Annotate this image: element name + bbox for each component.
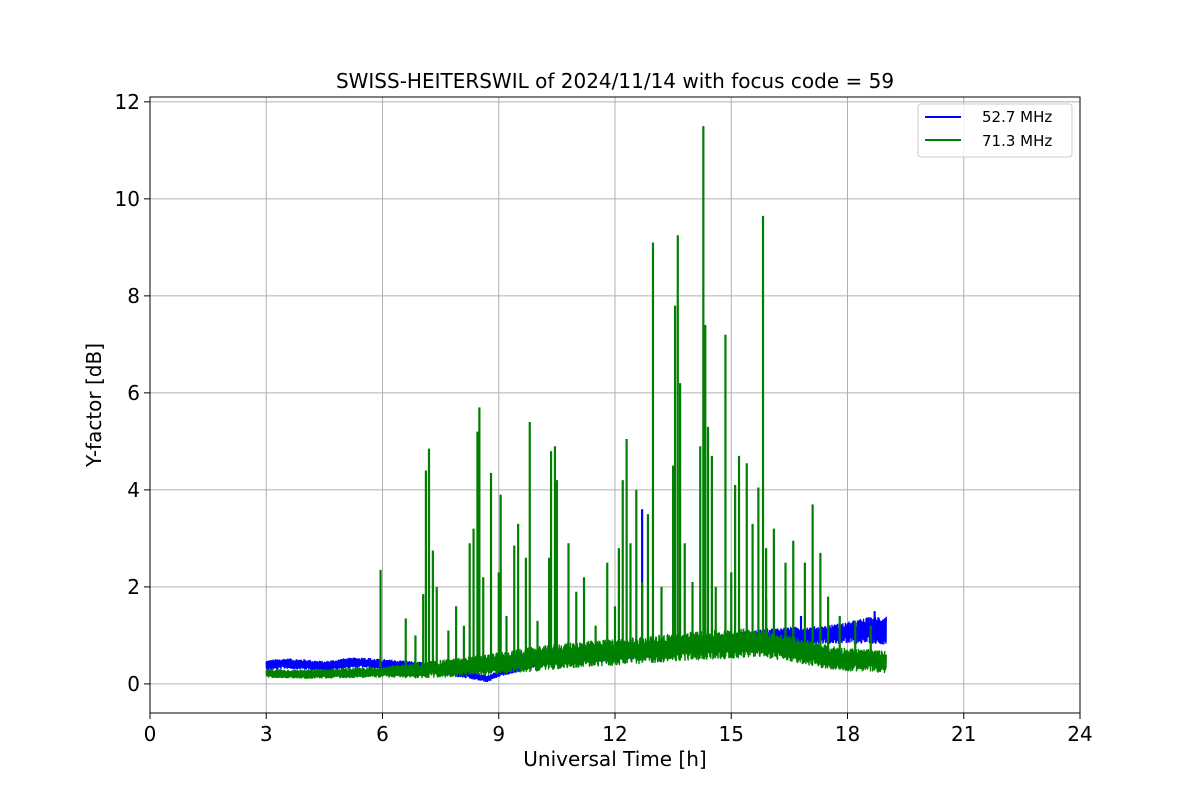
x-tick-label: 3 <box>260 722 273 746</box>
y-tick-label: 4 <box>127 478 140 502</box>
x-tick-label: 15 <box>719 722 744 746</box>
x-tick-label: 9 <box>492 722 505 746</box>
x-tick-label: 21 <box>951 722 976 746</box>
y-axis-label: Y-factor [dB] <box>82 343 106 468</box>
series-layer <box>265 126 887 683</box>
y-tick-label: 12 <box>115 90 140 114</box>
x-tick-label: 6 <box>376 722 389 746</box>
x-tick-label: 0 <box>144 722 157 746</box>
legend-label-71-3: 71.3 MHz <box>982 132 1052 150</box>
y-tick-label: 10 <box>115 187 140 211</box>
x-tick-label: 24 <box>1067 722 1092 746</box>
y-tick-label: 2 <box>127 575 140 599</box>
legend: 52.7 MHz 71.3 MHz <box>917 103 1073 158</box>
x-tick-label: 18 <box>835 722 860 746</box>
y-tick-label: 8 <box>127 284 140 308</box>
y-tick-label: 0 <box>127 672 140 696</box>
y-tick-label: 6 <box>127 381 140 405</box>
x-tick-label: 12 <box>602 722 627 746</box>
grid <box>149 97 1081 713</box>
legend-label-52-7: 52.7 MHz <box>982 108 1052 126</box>
chart-title: SWISS-HEITERSWIL of 2024/11/14 with focu… <box>336 69 894 93</box>
x-axis-label: Universal Time [h] <box>523 747 706 771</box>
